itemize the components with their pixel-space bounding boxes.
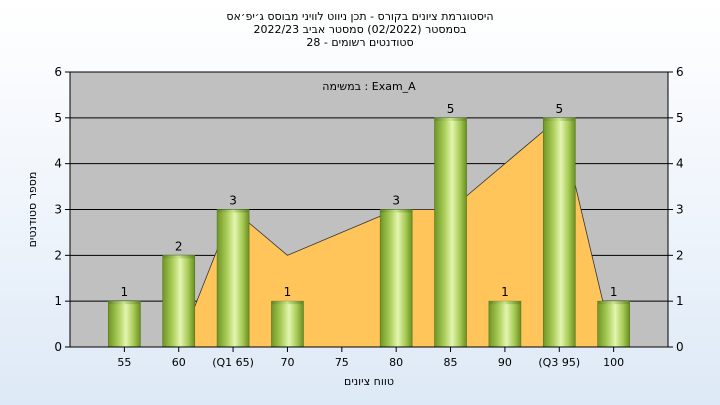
- y-tick-label-left: 6: [54, 65, 62, 79]
- y-tick-label-left: 0: [54, 340, 62, 354]
- x-tick-label: 60: [172, 356, 186, 369]
- chart-subtitle-students: סטודנטים רשומים - 28: [306, 36, 414, 49]
- x-tick-label: (Q3 95): [538, 356, 580, 369]
- x-tick-label: 90: [498, 356, 512, 369]
- y-tick-label-right: 4: [676, 157, 684, 171]
- bar-top: [488, 301, 521, 305]
- data-label: 3: [229, 194, 237, 208]
- y-tick-label-right: 1: [676, 294, 684, 308]
- x-tick-label: 85: [444, 356, 458, 369]
- x-tick-label: 80: [389, 356, 403, 369]
- data-label: 1: [284, 285, 292, 299]
- chart-title: היסטוגרמת ציונים בקורס - תכן ניווט לווינ…: [226, 10, 494, 23]
- bar-top: [108, 301, 141, 305]
- bar-top: [380, 209, 413, 213]
- y-tick-label-right: 6: [676, 65, 684, 79]
- axes: 0 01 12 23 34 45 56 655 60 (Q1 65) 70 75 80 85 90 (Q3 9…: [54, 65, 683, 369]
- bar: [162, 255, 196, 348]
- bar: [542, 117, 576, 348]
- y-tick-label-left: 4: [54, 157, 62, 171]
- data-label: 2: [175, 239, 183, 253]
- bar-top: [217, 209, 250, 213]
- bar: [216, 209, 250, 348]
- bar: [597, 300, 630, 348]
- data-label: 1: [610, 285, 618, 299]
- bar: [434, 117, 467, 348]
- bar-top: [597, 301, 630, 305]
- x-tick-label: 55: [117, 356, 131, 369]
- bar: [108, 300, 141, 348]
- data-label: 1: [121, 285, 129, 299]
- data-label: 5: [555, 102, 563, 116]
- bar: [488, 300, 522, 348]
- x-tick-label: 70: [280, 356, 294, 369]
- exam-annotation: במשימה : Exam_A: [322, 80, 416, 93]
- bar-top: [543, 117, 576, 121]
- y-axis-title: מספר סטודנטים: [26, 172, 39, 248]
- y-tick-label-left: 1: [54, 294, 62, 308]
- y-tick-label-left: 2: [54, 248, 62, 262]
- y-tick-label-left: 3: [54, 203, 62, 217]
- bar-top: [271, 301, 304, 305]
- chart-subtitle-semester: בסמסטר (02/2022) סמסטר אביב 2022/23: [253, 23, 467, 36]
- y-tick-label-left: 5: [54, 111, 62, 125]
- bar: [271, 300, 304, 348]
- y-tick-label-right: 5: [676, 111, 684, 125]
- data-label: 5: [447, 102, 455, 116]
- x-tick-label: 75: [335, 356, 349, 369]
- y-tick-label-right: 3: [676, 203, 684, 217]
- y-tick-label-right: 2: [676, 248, 684, 262]
- data-label: 1: [501, 285, 509, 299]
- data-label: 3: [392, 194, 400, 208]
- x-tick-label: 100: [603, 356, 624, 369]
- y-tick-label-right: 0: [676, 340, 684, 354]
- x-tick-label: (Q1 65): [212, 356, 254, 369]
- bars: [108, 117, 630, 348]
- x-axis-title: טווח ציונים: [344, 375, 394, 388]
- bar-top: [434, 117, 467, 121]
- bar: [379, 209, 413, 348]
- bar-top: [162, 255, 195, 259]
- data-labels: 1 2 3 1 3 5 1 5 1: [121, 102, 618, 299]
